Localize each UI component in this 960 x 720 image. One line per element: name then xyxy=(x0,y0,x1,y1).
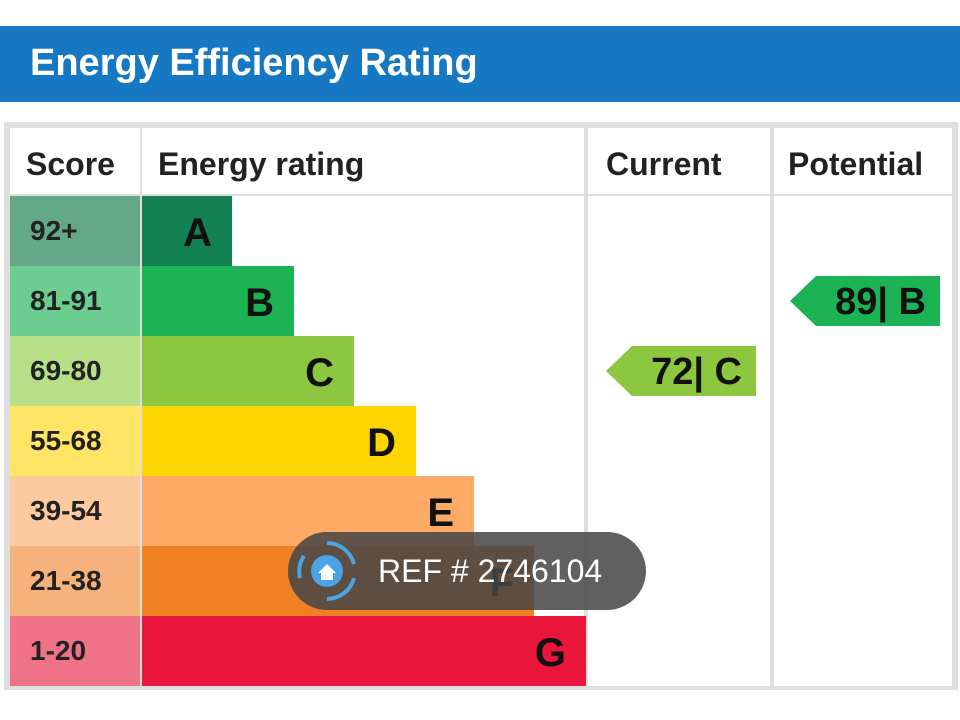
rating-letter: A xyxy=(183,211,212,255)
rating-letter: D xyxy=(367,421,396,465)
title-banner: Energy Efficiency Rating xyxy=(0,26,960,102)
score-cell-g: 1-20 xyxy=(10,616,140,686)
current-column-body xyxy=(588,196,770,686)
score-range-label: 21-38 xyxy=(30,565,102,596)
rating-bar-b: B xyxy=(142,266,294,336)
rating-header-cell: Energy rating xyxy=(142,128,584,194)
rating-letter: C xyxy=(305,351,334,395)
reference-number: REF # 2746104 xyxy=(378,553,603,589)
reference-watermark: REF # 2746104 xyxy=(288,532,646,610)
score-range-label: 1-20 xyxy=(30,635,87,666)
score-cell-d: 55-68 xyxy=(10,406,140,476)
rating-column-header: Energy rating xyxy=(158,146,365,182)
potential-rating-arrow: 89| B xyxy=(790,276,940,326)
rating-letter: B xyxy=(245,281,274,325)
rating-letter: G xyxy=(534,631,566,675)
score-column-header: Score xyxy=(26,146,115,182)
score-header-cell: Score xyxy=(10,128,140,194)
potential-header-cell: Potential xyxy=(774,128,952,194)
rating-bar-a: A xyxy=(142,196,232,266)
current-header-cell: Current xyxy=(588,128,770,194)
potential-column-body xyxy=(774,196,952,686)
score-range-label: 81-91 xyxy=(30,285,102,316)
rating-bar-d: D xyxy=(142,406,416,476)
potential-rating-label: 89| B xyxy=(835,281,926,323)
score-cell-a: 92+ xyxy=(10,196,140,266)
score-range-label: 39-54 xyxy=(30,495,102,526)
score-range-label: 55-68 xyxy=(30,425,102,456)
potential-column-header: Potential xyxy=(788,146,924,182)
score-cell-c: 69-80 xyxy=(10,336,140,406)
current-rating-label: 72| C xyxy=(651,351,742,393)
score-cell-f: 21-38 xyxy=(10,546,140,616)
score-cell-e: 39-54 xyxy=(10,476,140,546)
rating-bar-c: C xyxy=(142,336,354,406)
score-range-label: 92+ xyxy=(30,215,78,246)
rating-bar-g: G xyxy=(142,616,586,686)
score-range-label: 69-80 xyxy=(30,355,102,386)
score-cell-b: 81-91 xyxy=(10,266,140,336)
page-title: Energy Efficiency Rating xyxy=(30,42,478,84)
home-icon xyxy=(297,541,356,601)
current-rating-arrow: 72| C xyxy=(606,346,756,396)
current-column-header: Current xyxy=(606,146,722,182)
rating-letter: E xyxy=(427,491,454,535)
